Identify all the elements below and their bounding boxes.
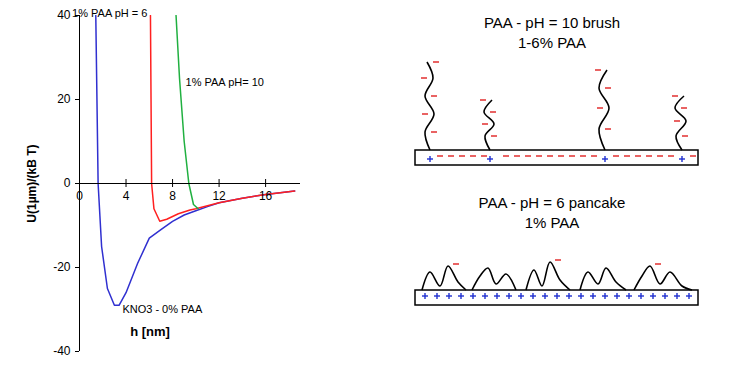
svg-text:4: 4 <box>123 189 130 203</box>
svg-text:1% PAA: 1% PAA <box>525 214 580 231</box>
svg-text:20: 20 <box>57 92 71 106</box>
svg-text:12: 12 <box>212 189 226 203</box>
svg-text:40: 40 <box>57 8 71 22</box>
svg-text:U(1µm)/(kB T): U(1µm)/(kB T) <box>25 144 39 222</box>
svg-text:-20: -20 <box>53 260 71 274</box>
svg-text:1-6% PAA: 1-6% PAA <box>518 34 586 51</box>
svg-text:8: 8 <box>169 189 176 203</box>
svg-text:1% PAA pH= 10: 1% PAA pH= 10 <box>186 76 264 88</box>
svg-text:h [nm]: h [nm] <box>130 324 170 339</box>
svg-text:-40: -40 <box>53 344 71 358</box>
svg-text:0: 0 <box>64 176 71 190</box>
svg-text:KNO3 - 0% PAA: KNO3 - 0% PAA <box>122 303 203 315</box>
svg-text:PAA - pH = 6 pancake: PAA - pH = 6 pancake <box>479 194 626 211</box>
svg-text:1% PAA pH = 6: 1% PAA pH = 6 <box>72 7 147 19</box>
svg-text:0: 0 <box>76 189 83 203</box>
svg-text:PAA - pH = 10 brush: PAA - pH = 10 brush <box>484 14 620 31</box>
svg-text:16: 16 <box>259 189 273 203</box>
